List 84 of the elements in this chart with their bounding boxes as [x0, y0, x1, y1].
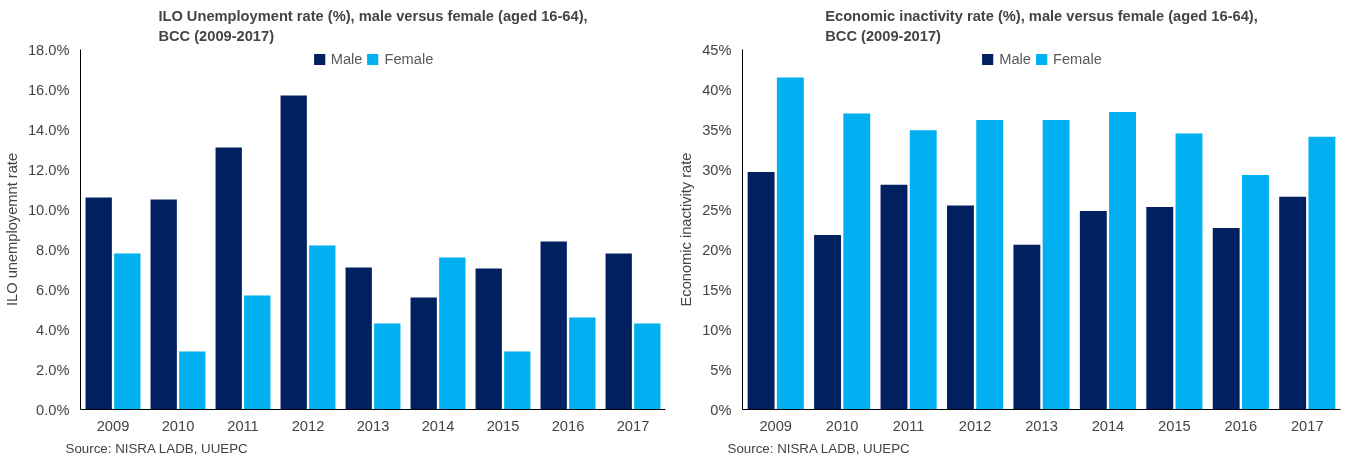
bar: [1013, 244, 1041, 410]
x-tick-label: 2011: [892, 417, 925, 434]
legend-label: Female: [1052, 51, 1102, 67]
y-tick-label: 16.0%: [27, 81, 70, 98]
x-tick-label: 2015: [1158, 417, 1191, 434]
y-tick-label: 14.0%: [27, 121, 70, 138]
source-note: Source: NISRA LADB, UUEPC: [65, 440, 249, 456]
y-tick-label: 4.0%: [36, 321, 70, 338]
x-tick-label: 2016: [1224, 417, 1258, 434]
x-tick-label: 2009: [759, 417, 793, 434]
x-tick-label: 2017: [616, 417, 650, 434]
x-tick-label: 2011: [227, 417, 259, 434]
y-axis-title: Economic inactivity rate: [678, 152, 695, 307]
bar: [504, 351, 531, 410]
bar: [1175, 133, 1203, 410]
x-tick-label: 2017: [1290, 417, 1324, 434]
y-tick-label: 5%: [710, 361, 732, 378]
y-tick-label: 8.0%: [36, 241, 70, 258]
bar: [1212, 227, 1240, 410]
bar: [1308, 136, 1336, 410]
y-tick-label: 15%: [702, 281, 732, 298]
y-tick-label: 10%: [702, 321, 732, 338]
bar: [747, 171, 775, 410]
bar: [569, 317, 596, 410]
y-tick-label: 6.0%: [36, 281, 70, 298]
y-tick-label: 12.0%: [27, 161, 70, 178]
x-tick-label: 2012: [291, 417, 325, 434]
bar: [280, 95, 307, 410]
bar: [1242, 175, 1269, 410]
y-tick-label: 0.0%: [36, 401, 70, 418]
bar: [605, 253, 632, 410]
y-tick-label: 18.0%: [27, 41, 70, 58]
y-tick-label: 40%: [702, 81, 732, 98]
bar: [1042, 119, 1070, 410]
source-note: Source: NISRA LADB, UUEPC: [727, 440, 911, 456]
x-tick-label: 2014: [421, 417, 455, 434]
bar: [814, 235, 841, 410]
x-tick-label: 2014: [1091, 417, 1125, 434]
bar: [309, 245, 336, 410]
bar: [150, 199, 177, 410]
bar: [410, 297, 437, 410]
bar: [946, 205, 974, 410]
y-tick-label: 30%: [702, 161, 732, 178]
y-tick-label: 10.0%: [27, 201, 70, 218]
bar: [909, 130, 937, 410]
y-axis-title: ILO unemployemnt rate: [3, 152, 20, 307]
bar: [976, 119, 1004, 410]
x-tick-label: 2009: [96, 417, 130, 434]
bar: [1146, 207, 1174, 410]
y-tick-label: 2.0%: [36, 361, 70, 378]
y-tick-label: 45%: [702, 41, 732, 58]
bar: [475, 268, 502, 410]
x-tick-label: 2013: [1025, 417, 1058, 434]
bar: [880, 184, 908, 410]
bar: [85, 197, 112, 410]
bar: [1109, 111, 1137, 410]
bar: [244, 295, 271, 410]
x-tick-label: 2013: [356, 417, 390, 434]
bar: [843, 113, 871, 410]
bar: [776, 77, 804, 410]
bar: [374, 323, 401, 410]
legend-label: Female: [384, 51, 434, 67]
y-tick-label: 35%: [702, 121, 732, 138]
legend-label: Male: [330, 51, 363, 67]
bar: [345, 267, 372, 410]
bar: [114, 253, 141, 410]
x-tick-label: 2012: [958, 417, 992, 434]
bar: [1279, 196, 1307, 410]
bar: [634, 323, 661, 410]
x-tick-label: 2010: [161, 417, 195, 434]
x-tick-label: 2016: [551, 417, 585, 434]
y-tick-label: 25%: [702, 201, 732, 218]
bar: [439, 257, 466, 410]
bar: [215, 147, 242, 410]
x-tick-label: 2010: [825, 417, 859, 434]
x-tick-label: 2015: [486, 417, 520, 434]
y-tick-label: 20%: [702, 241, 732, 258]
bar: [179, 351, 206, 410]
bar: [540, 241, 567, 410]
bar: [1079, 211, 1107, 410]
chart-title: Economic inactivity rate (%), male versus female (aged 16-64), BCC (2009-2017): [825, 7, 1258, 45]
y-tick-label: 0%: [710, 401, 732, 418]
chart-title: ILO Unemployment rate (%), male versus female (aged 16-64), BCC (2009-2017): [158, 7, 588, 45]
legend-label: Male: [999, 51, 1031, 67]
